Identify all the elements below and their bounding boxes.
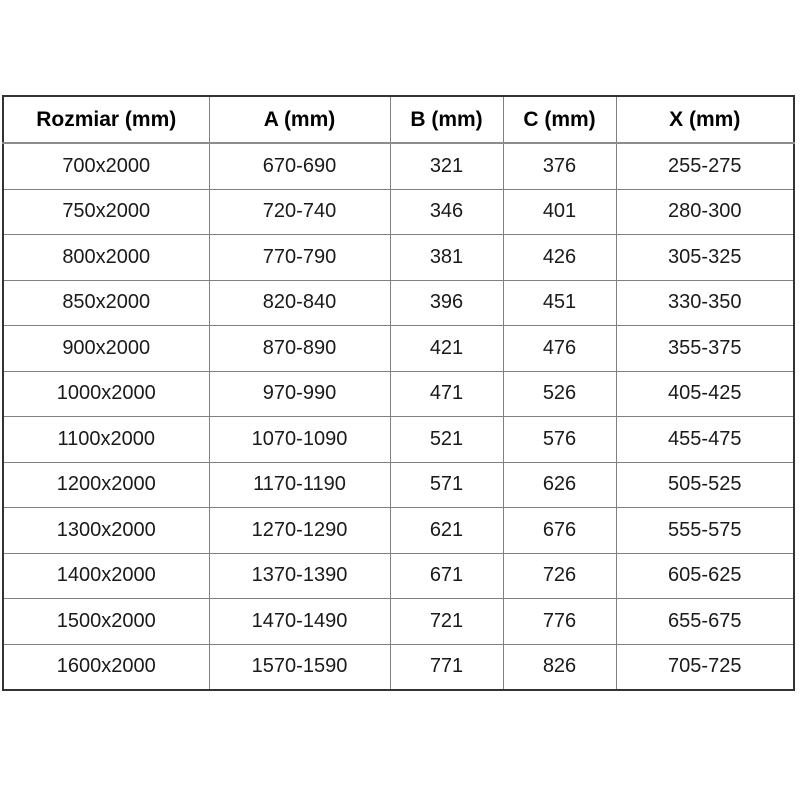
cell-a: 1570-1590	[208, 643, 391, 691]
cell-a: 1470-1490	[208, 598, 391, 645]
cell-c: 451	[502, 279, 617, 326]
column-header-c: C (mm)	[502, 95, 617, 144]
table-row: 900x2000 870-890 421 476 355-375	[2, 325, 795, 372]
column-header-a: A (mm)	[208, 95, 391, 144]
cell-rozmiar: 800x2000	[2, 234, 210, 281]
table-row: 1400x2000 1370-1390 671 726 605-625	[2, 552, 795, 599]
table-row: 800x2000 770-790 381 426 305-325	[2, 234, 795, 281]
cell-c: 426	[502, 234, 617, 281]
table-row: 1300x2000 1270-1290 621 676 555-575	[2, 507, 795, 554]
cell-x: 605-625	[615, 552, 795, 599]
cell-rozmiar: 900x2000	[2, 325, 210, 372]
cell-c: 626	[502, 461, 617, 508]
cell-b: 771	[389, 643, 504, 691]
cell-a: 770-790	[208, 234, 391, 281]
table-row: 750x2000 720-740 346 401 280-300	[2, 188, 795, 235]
table-row: 1000x2000 970-990 471 526 405-425	[2, 370, 795, 417]
table-row: 850x2000 820-840 396 451 330-350	[2, 279, 795, 326]
cell-x: 305-325	[615, 234, 795, 281]
cell-b: 346	[389, 188, 504, 235]
cell-c: 576	[502, 416, 617, 463]
cell-c: 376	[502, 142, 617, 190]
cell-rozmiar: 1200x2000	[2, 461, 210, 508]
cell-a: 720-740	[208, 188, 391, 235]
cell-c: 526	[502, 370, 617, 417]
cell-c: 826	[502, 643, 617, 691]
cell-c: 726	[502, 552, 617, 599]
cell-x: 405-425	[615, 370, 795, 417]
table-row: 1600x2000 1570-1590 771 826 705-725	[2, 643, 795, 691]
cell-x: 455-475	[615, 416, 795, 463]
cell-b: 521	[389, 416, 504, 463]
column-header-rozmiar: Rozmiar (mm)	[2, 95, 210, 144]
table-row: 700x2000 670-690 321 376 255-275	[2, 142, 795, 190]
cell-a: 1070-1090	[208, 416, 391, 463]
header-row: Rozmiar (mm) A (mm) B (mm) C (mm) X (mm)	[2, 95, 795, 144]
cell-b: 321	[389, 142, 504, 190]
cell-c: 776	[502, 598, 617, 645]
cell-rozmiar: 1000x2000	[2, 370, 210, 417]
cell-b: 621	[389, 507, 504, 554]
table-row: 1200x2000 1170-1190 571 626 505-525	[2, 461, 795, 508]
cell-rozmiar: 850x2000	[2, 279, 210, 326]
cell-x: 705-725	[615, 643, 795, 691]
cell-b: 571	[389, 461, 504, 508]
table-row: 1100x2000 1070-1090 521 576 455-475	[2, 416, 795, 463]
column-header-b: B (mm)	[389, 95, 504, 144]
cell-rozmiar: 1100x2000	[2, 416, 210, 463]
cell-a: 820-840	[208, 279, 391, 326]
cell-a: 1270-1290	[208, 507, 391, 554]
cell-a: 1170-1190	[208, 461, 391, 508]
table-header: Rozmiar (mm) A (mm) B (mm) C (mm) X (mm)	[2, 95, 795, 144]
cell-x: 330-350	[615, 279, 795, 326]
cell-rozmiar: 750x2000	[2, 188, 210, 235]
cell-x: 355-375	[615, 325, 795, 372]
cell-b: 721	[389, 598, 504, 645]
cell-x: 255-275	[615, 142, 795, 190]
cell-x: 655-675	[615, 598, 795, 645]
cell-b: 471	[389, 370, 504, 417]
cell-rozmiar: 700x2000	[2, 142, 210, 190]
cell-rozmiar: 1500x2000	[2, 598, 210, 645]
column-header-x: X (mm)	[615, 95, 795, 144]
cell-b: 396	[389, 279, 504, 326]
cell-a: 970-990	[208, 370, 391, 417]
cell-b: 671	[389, 552, 504, 599]
table-body: 700x2000 670-690 321 376 255-275 750x200…	[2, 142, 795, 691]
cell-c: 476	[502, 325, 617, 372]
cell-b: 381	[389, 234, 504, 281]
size-spec-table: Rozmiar (mm) A (mm) B (mm) C (mm) X (mm)…	[2, 95, 795, 691]
table-row: 1500x2000 1470-1490 721 776 655-675	[2, 598, 795, 645]
cell-c: 401	[502, 188, 617, 235]
cell-a: 670-690	[208, 142, 391, 190]
cell-a: 1370-1390	[208, 552, 391, 599]
cell-x: 555-575	[615, 507, 795, 554]
cell-rozmiar: 1400x2000	[2, 552, 210, 599]
cell-rozmiar: 1300x2000	[2, 507, 210, 554]
cell-x: 505-525	[615, 461, 795, 508]
cell-rozmiar: 1600x2000	[2, 643, 210, 691]
cell-x: 280-300	[615, 188, 795, 235]
cell-c: 676	[502, 507, 617, 554]
cell-a: 870-890	[208, 325, 391, 372]
cell-b: 421	[389, 325, 504, 372]
